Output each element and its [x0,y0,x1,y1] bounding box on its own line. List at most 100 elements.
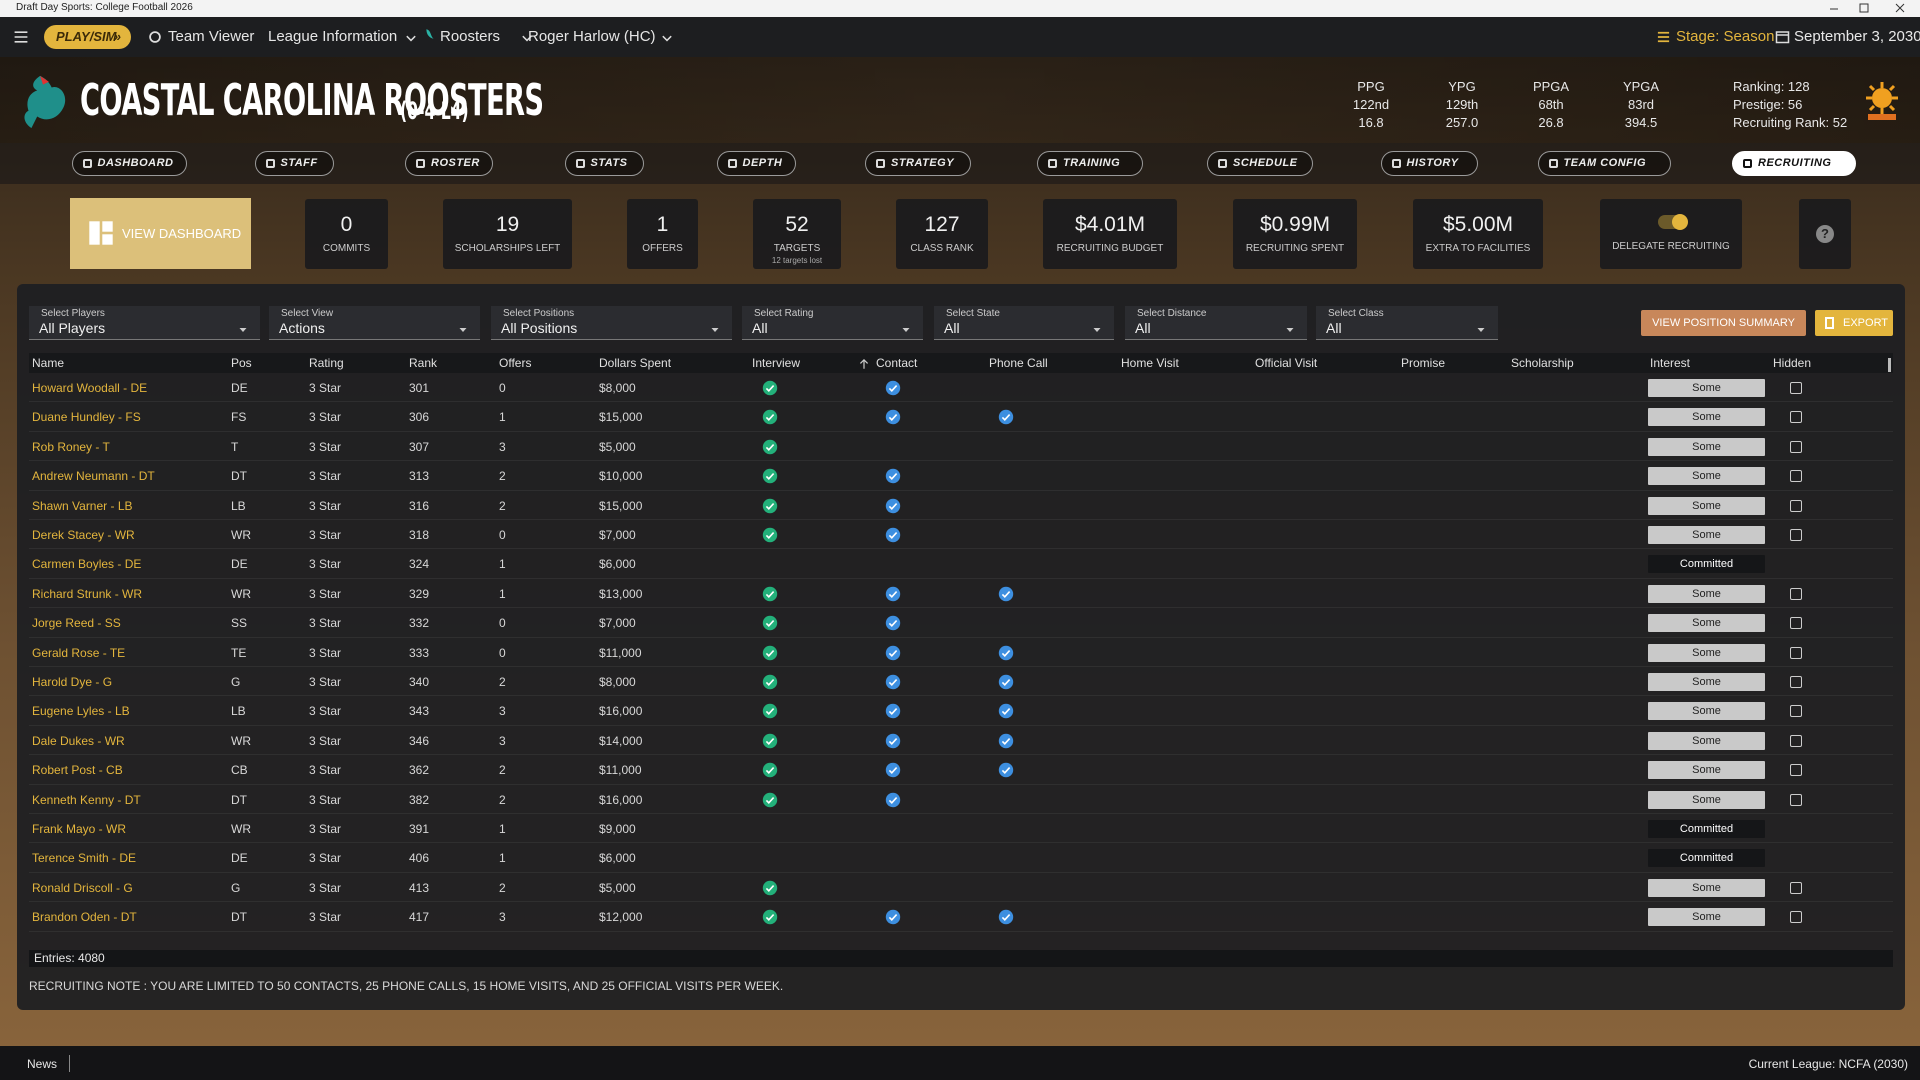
filter-label: Select Positions [503,308,575,319]
position-summary-button[interactable]: VIEW POSITION SUMMARY [1641,310,1806,336]
interest-button[interactable]: Some [1648,643,1765,662]
cell-name[interactable]: Robert Post - CB [32,763,123,778]
hidden-checkbox[interactable] [1790,411,1802,424]
hidden-checkbox[interactable] [1790,911,1802,924]
play-sim-button[interactable]: PLAY/SIM» [44,25,131,49]
hidden-checkbox[interactable] [1790,646,1802,659]
view-dashboard-button[interactable]: VIEW DASHBOARD [70,198,251,269]
interest-button[interactable]: Some [1648,467,1765,486]
tab-button[interactable]: DASHBOARD [71,151,187,176]
interest-button[interactable]: Some [1648,437,1765,456]
cell-name[interactable]: Derek Stacey - WR [32,528,135,542]
nav-item[interactable]: Roosters [440,28,501,45]
tab-button[interactable]: RECRUITING [1732,151,1856,176]
tab-button[interactable]: ROSTER [405,151,493,176]
filter-dropdown[interactable]: Select View Actions [269,306,480,340]
interest-button[interactable]: Some [1648,379,1765,397]
interest-button[interactable]: Some [1648,731,1765,750]
interest-button[interactable]: Some [1648,790,1765,809]
tab-button[interactable]: TRAINING [1037,151,1143,176]
hidden-checkbox[interactable] [1790,705,1802,718]
column-header[interactable]: Offers [499,356,532,370]
hidden-checkbox[interactable] [1790,881,1802,894]
column-header[interactable]: Home Visit [1121,356,1179,370]
hidden-checkbox[interactable] [1790,676,1802,688]
hidden-checkbox[interactable] [1790,499,1802,512]
cell-name[interactable]: Howard Woodall - DE [32,381,148,395]
column-header[interactable]: Promise [1401,356,1446,370]
column-header[interactable]: Dollars Spent [599,356,672,370]
column-header[interactable]: Hidden [1773,356,1812,370]
hidden-checkbox[interactable] [1790,587,1802,600]
column-header[interactable]: Official Visit [1255,356,1318,370]
cell-name[interactable]: Jorge Reed - SS [32,616,121,631]
tab-button[interactable]: DEPTH [716,151,796,176]
filter-dropdown[interactable]: Select Positions All Positions [491,306,732,340]
interest-button[interactable]: Some [1648,408,1765,427]
news-link[interactable]: News [27,1057,58,1071]
column-header[interactable]: Phone Call [989,356,1048,370]
hidden-checkbox[interactable] [1790,529,1802,541]
hidden-checkbox[interactable] [1790,470,1802,483]
cell-name[interactable]: Richard Strunk - WR [32,586,143,601]
check-interview-svg [762,792,778,807]
cell-name[interactable]: Dale Dukes - WR [32,733,125,748]
column-header[interactable]: Name [32,356,65,370]
nav-item[interactable]: Team Viewer [168,28,255,45]
filter-dropdown[interactable]: Select Rating All [742,306,923,340]
filter-dropdown[interactable]: Select Class All [1316,306,1498,340]
column-header[interactable]: Rank [409,356,438,370]
cell-name[interactable]: Carmen Boyles - DE [32,557,142,572]
cell-name[interactable]: Terence Smith - DE [32,851,137,866]
column-header[interactable]: Contact [876,356,918,370]
hidden-checkbox[interactable] [1790,617,1802,630]
cell-name[interactable]: Andrew Neumann - DT [32,469,155,484]
interest-button[interactable]: Some [1648,526,1765,544]
cell-name[interactable]: Ronald Driscoll - G [32,880,133,895]
cell-name[interactable]: Gerald Rose - TE [32,645,126,660]
hidden-checkbox[interactable] [1790,734,1802,747]
hidden-checkbox[interactable] [1790,793,1802,806]
cell-name[interactable]: Duane Hundley - FS [32,410,141,425]
tab-button[interactable]: STATS [564,151,644,176]
cell-name[interactable]: Rob Roney - T [32,439,110,454]
interest-button[interactable]: Committed [1648,820,1765,838]
column-header[interactable]: Rating [309,356,344,370]
cell-name[interactable]: Frank Mayo - WR [32,822,127,836]
interest-button[interactable]: Some [1648,908,1765,927]
interest-button[interactable]: Some [1648,496,1765,515]
interest-button[interactable]: Some [1648,673,1765,691]
column-header[interactable]: Interview [752,356,801,370]
tab-button[interactable]: SCHEDULE [1207,151,1313,176]
interest-button[interactable]: Committed [1648,555,1765,574]
interest-button[interactable]: Some [1648,761,1765,780]
hidden-checkbox[interactable] [1790,440,1802,453]
interest-button[interactable]: Committed [1648,849,1765,868]
nav-item[interactable]: League Information [268,28,398,45]
cell-name[interactable]: Harold Dye - G [32,675,113,689]
tab-button[interactable]: STRATEGY [865,151,971,176]
cell-name[interactable]: Eugene Lyles - LB [32,704,130,719]
tab-button[interactable]: HISTORY [1380,151,1478,176]
filter-dropdown[interactable]: Select State All [934,306,1114,340]
interest-button[interactable]: Some [1648,702,1765,721]
export-button[interactable]: EXPORT [1815,310,1893,336]
nav-item[interactable]: Roger Harlow (HC) [528,28,656,45]
column-header[interactable]: Interest [1650,356,1691,370]
help-card[interactable]: ? [1799,199,1851,269]
interest-button[interactable]: Some [1648,614,1765,633]
filter-dropdown[interactable]: Select Distance All [1125,306,1307,340]
menu-icon[interactable] [13,29,29,45]
tab-button[interactable]: STAFF [254,151,334,176]
hidden-checkbox[interactable] [1790,382,1802,394]
column-header[interactable]: Scholarship [1511,356,1574,370]
cell-name[interactable]: Shawn Varner - LB [32,498,133,513]
column-header[interactable]: Pos [231,356,252,370]
tab-button[interactable]: TEAM CONFIG [1537,151,1671,176]
hidden-checkbox[interactable] [1790,764,1802,777]
interest-button[interactable]: Some [1648,878,1765,897]
cell-name[interactable]: Kenneth Kenny - DT [32,792,141,807]
interest-button[interactable]: Some [1648,584,1765,603]
filter-dropdown[interactable]: Select Players All Players [29,306,260,340]
cell-name[interactable]: Brandon Oden - DT [32,910,137,925]
